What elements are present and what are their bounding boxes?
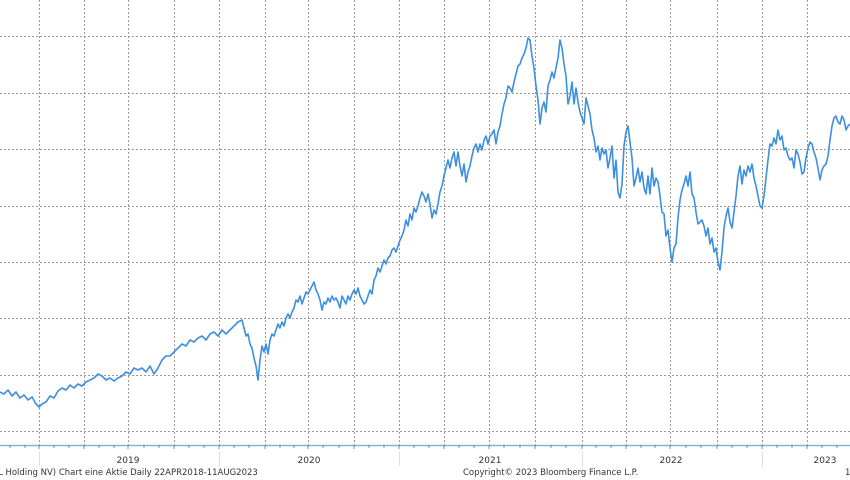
x-tick-label-2022: 2022 xyxy=(659,456,683,466)
x-tick-label-2019: 2019 xyxy=(116,456,140,466)
year-separators xyxy=(39,452,763,466)
x-tick-label-2020: 2020 xyxy=(297,456,321,466)
vertical-grid xyxy=(39,0,808,445)
horizontal-grid xyxy=(0,36,850,432)
price-line xyxy=(0,37,850,408)
page-number-footer: 1 xyxy=(845,468,850,478)
x-tick-label-2021: 2021 xyxy=(478,456,502,466)
copyright-footer: Copyright© 2023 Bloomberg Finance L.P. xyxy=(463,468,639,478)
chart-description-footer: L Holding NV) Chart eine Aktie Daily 22A… xyxy=(0,468,258,478)
x-axis-ticks xyxy=(9,445,838,449)
x-tick-label-2023: 2023 xyxy=(813,456,837,466)
